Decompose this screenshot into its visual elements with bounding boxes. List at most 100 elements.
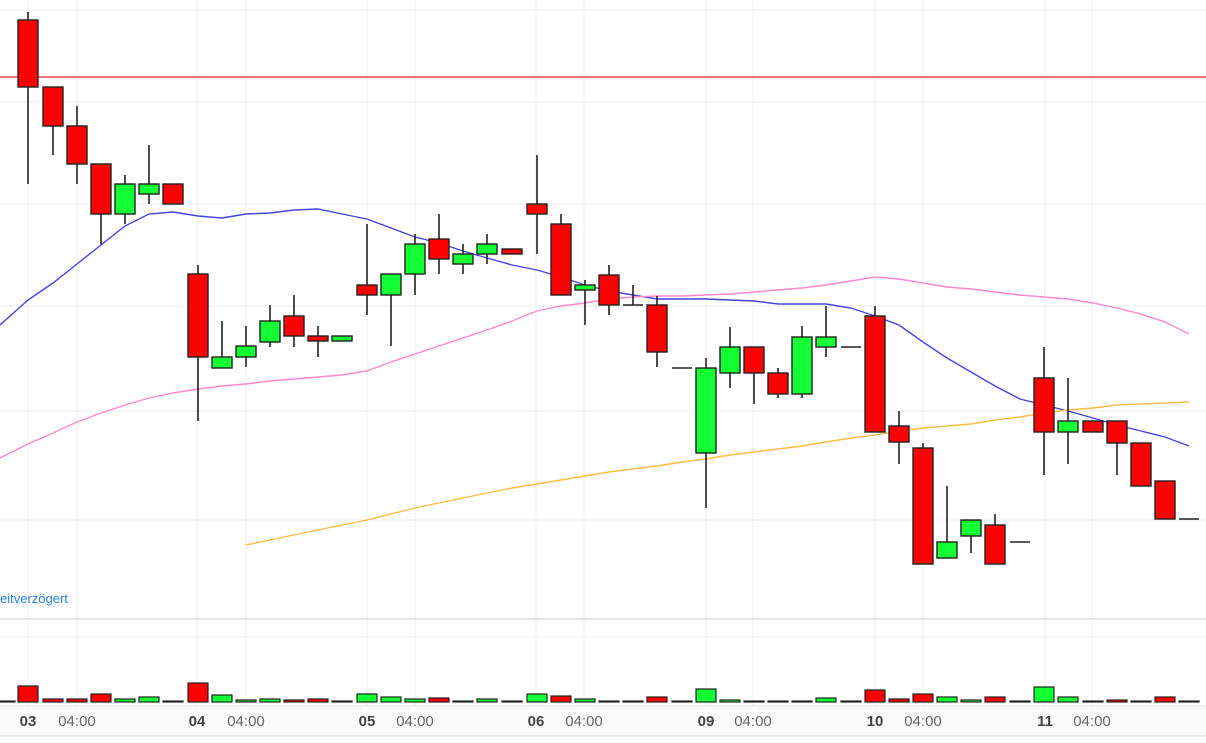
gridlines — [0, 0, 1206, 706]
x-axis-tick-label: 11 — [1037, 713, 1053, 730]
candle — [235, 326, 257, 367]
candle — [1082, 420, 1104, 433]
candle — [380, 273, 402, 346]
volume-bar — [695, 688, 717, 703]
volume-bar — [1057, 696, 1079, 703]
candle — [960, 519, 982, 553]
volume-bar — [960, 699, 982, 703]
volume-bar — [864, 689, 886, 703]
volume-bar — [912, 693, 934, 703]
volume-bar — [138, 696, 160, 703]
candle — [1057, 378, 1079, 464]
volume-bar — [646, 696, 668, 703]
x-axis-tick-label: 04 — [188, 713, 206, 730]
candle — [912, 443, 934, 565]
volume-bar — [356, 693, 378, 703]
candle — [138, 145, 160, 204]
x-axis-tick-label: 06 — [527, 713, 545, 730]
candle — [1033, 347, 1055, 475]
x-axis-tick-label: 04:00 — [396, 713, 434, 730]
candle — [623, 285, 643, 306]
volume-bar — [0, 700, 16, 703]
moving-average-lines — [0, 208, 1190, 546]
candle — [162, 183, 184, 205]
candle — [1130, 442, 1152, 487]
x-axis-tick-label: 04:00 — [734, 713, 772, 730]
price-candles — [17, 12, 1199, 565]
volume-bar — [283, 699, 305, 703]
candle — [526, 155, 548, 254]
volume-bar — [235, 699, 257, 703]
volume-bar — [211, 694, 233, 703]
volume-bar — [767, 700, 789, 703]
candle — [476, 234, 498, 264]
volume-bar — [574, 698, 596, 703]
volume-bar — [550, 695, 572, 703]
volume-bar — [114, 698, 136, 703]
candle — [114, 175, 136, 224]
candle — [791, 326, 813, 398]
volume-bar — [1082, 700, 1104, 703]
candle — [404, 234, 426, 295]
volume-bar — [598, 700, 620, 703]
volume-bar — [42, 698, 64, 703]
candle — [936, 486, 958, 559]
moving-average-line — [0, 276, 1190, 459]
volume-bar — [1106, 699, 1128, 703]
candle — [211, 321, 233, 369]
candle — [501, 248, 523, 255]
volume-bar — [259, 698, 281, 703]
volume-bar — [66, 698, 88, 703]
x-axis-tick-label: 04:00 — [1073, 713, 1111, 730]
volume-bar — [428, 697, 450, 703]
candle — [1106, 420, 1128, 475]
x-axis-tick-label: 04:00 — [904, 713, 942, 730]
x-axis-tick-label: 03 — [19, 713, 37, 730]
x-axis-tick-label: 04:00 — [227, 713, 265, 730]
volume-bar — [1154, 696, 1176, 703]
candle — [646, 296, 668, 367]
volume-bar — [17, 685, 39, 703]
moving-average-line — [0, 208, 1190, 447]
volume-bar — [1178, 700, 1200, 703]
candle — [767, 368, 789, 398]
candle — [283, 295, 305, 347]
delay-notice[interactable]: eitverzögert — [0, 591, 68, 606]
x-axis-band — [0, 705, 1206, 737]
volume-bar — [1130, 700, 1152, 703]
candle — [90, 163, 112, 244]
candle — [307, 326, 329, 357]
x-axis-tick-label: 09 — [697, 713, 715, 730]
candle — [356, 224, 378, 315]
candle — [574, 280, 596, 325]
candle — [187, 265, 209, 421]
candle — [695, 358, 717, 508]
candle — [743, 346, 765, 404]
candle — [864, 306, 886, 433]
volume-bar — [331, 700, 353, 703]
volume-bar — [743, 700, 765, 703]
x-axis-tick-label: 05 — [358, 713, 376, 730]
volume-bar — [815, 697, 837, 703]
candle — [598, 265, 620, 315]
candle — [259, 305, 281, 347]
volume-bar — [1033, 686, 1055, 703]
volume-bar — [1009, 700, 1031, 703]
volume-bar — [452, 700, 474, 703]
volume-bar — [476, 698, 498, 703]
candle — [888, 411, 910, 464]
x-axis-tick-label: 04:00 — [565, 713, 603, 730]
volume-bar — [671, 700, 693, 703]
candle — [984, 514, 1006, 565]
x-axis-tick-label: 10 — [866, 713, 884, 730]
volume-bar — [936, 696, 958, 703]
x-axis-tick-label: 04:00 — [58, 713, 96, 730]
volume-bar — [719, 699, 741, 703]
volume-bar — [380, 696, 402, 703]
volume-bar — [307, 698, 329, 703]
candle — [452, 244, 474, 274]
candle — [17, 12, 39, 184]
candle — [42, 86, 64, 155]
candle — [331, 335, 353, 342]
